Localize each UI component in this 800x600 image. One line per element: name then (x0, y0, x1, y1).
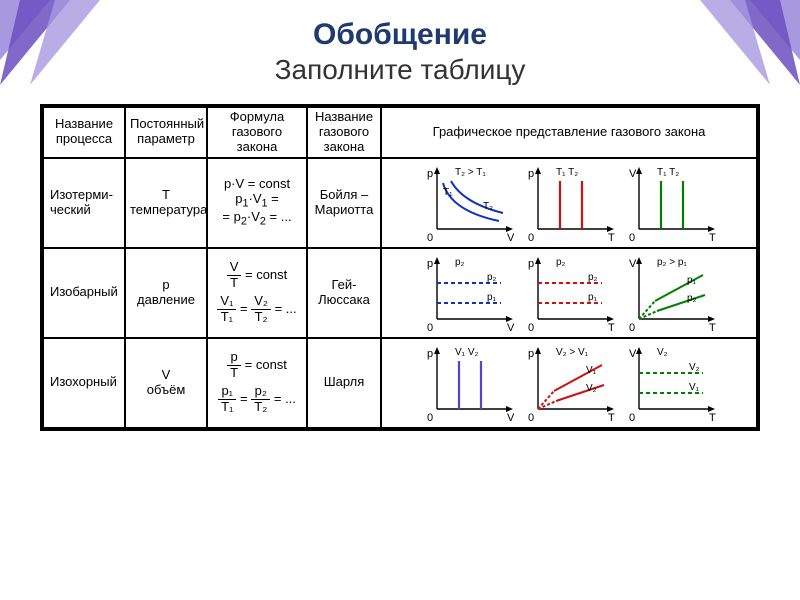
cell-graphs: pV0p₂p₁p₂pT0p₂p₁p₂VT0p₂ > p₁p₁p₂ (381, 248, 757, 338)
svg-text:V: V (507, 412, 515, 423)
svg-text:p: p (528, 168, 534, 180)
mini-graph: p T 0 T₁ T₂ (522, 163, 617, 243)
corner-decoration-tr (650, 0, 800, 100)
cell-param: Vобъём (125, 338, 207, 428)
svg-text:0: 0 (528, 232, 534, 243)
gas-laws-table: Название процесса Постоянный параметр Фо… (40, 104, 760, 431)
table-row: Изотерми-ческий Tтемпература p·V = const… (43, 158, 757, 248)
svg-text:V₁: V₁ (586, 365, 597, 376)
cell-law: Гей-Люссака (307, 248, 381, 338)
mini-graph: V T 0 p₂ > p₁p₁ p₂ (623, 253, 718, 333)
corner-decoration-tl (0, 0, 150, 100)
svg-text:0: 0 (528, 322, 534, 333)
svg-text:p₂: p₂ (455, 257, 465, 268)
mini-graph: p V 0 T₂ > T₁T₁ T₂ (421, 163, 516, 243)
svg-text:V: V (629, 168, 637, 180)
svg-text:p: p (427, 348, 433, 360)
cell-graphs: p V 0 T₂ > T₁T₁ T₂ p T 0 T₁ T₂ V T 0 T₁ T₂ (381, 158, 757, 248)
mini-graph: p V 0 V₁ V₂ (421, 343, 516, 423)
formula-frac: pT = const p₁T₁ = p₂T₂ = ... (212, 350, 302, 415)
header-param: Постоянный параметр (125, 107, 207, 158)
svg-text:T₂: T₂ (483, 201, 493, 212)
mini-graph: V T 0 V₂ V₁ V₂ (623, 343, 718, 423)
cell-law: Шарля (307, 338, 381, 428)
svg-text:V₂: V₂ (586, 383, 597, 394)
header-formula: Формула газового закона (207, 107, 307, 158)
mini-graph: p T 0 V₂ > V₁ V₁ V₂ (522, 343, 617, 423)
svg-text:0: 0 (528, 412, 534, 423)
svg-text:T: T (608, 322, 615, 333)
table-row: Изохорный Vобъём pT = const p₁T₁ = p₂T₂ … (43, 338, 757, 428)
svg-text:V₂: V₂ (657, 347, 668, 358)
svg-text:0: 0 (427, 322, 433, 333)
svg-text:p₂: p₂ (487, 272, 497, 283)
svg-text:T: T (709, 322, 716, 333)
svg-text:p₂: p₂ (588, 272, 598, 283)
cell-formula: VT = const V₁T₁ = V₂T₂ = ... (207, 248, 307, 338)
svg-text:V₂: V₂ (689, 362, 700, 373)
svg-text:0: 0 (629, 412, 635, 423)
svg-text:p₂: p₂ (687, 293, 697, 304)
mini-graph: p V 0 p₂ p₁ p₂ (421, 253, 516, 333)
header-graph: Графическое представление газового закон… (381, 107, 757, 158)
svg-text:p: p (427, 258, 433, 270)
svg-text:p₁: p₁ (588, 292, 598, 303)
header-process: Название процесса (43, 107, 125, 158)
svg-text:0: 0 (629, 232, 635, 243)
cell-formula: p·V = constp1·V1 == p2·V2 = ... (207, 158, 307, 248)
svg-text:V: V (629, 258, 637, 270)
cell-formula: pT = const p₁T₁ = p₂T₂ = ... (207, 338, 307, 428)
svg-text:V: V (629, 348, 637, 360)
table-row: Изобарный pдавление VT = const V₁T₁ = V₂… (43, 248, 757, 338)
svg-text:0: 0 (427, 412, 433, 423)
svg-text:0: 0 (427, 232, 433, 243)
mini-graph: V T 0 T₁ T₂ (623, 163, 718, 243)
svg-text:p₂ > p₁: p₂ > p₁ (657, 257, 687, 268)
cell-process: Изотерми-ческий (43, 158, 125, 248)
cell-law: Бойля –Мариотта (307, 158, 381, 248)
svg-text:V₁: V₁ (689, 382, 700, 393)
svg-text:V₂ > V₁: V₂ > V₁ (556, 347, 589, 358)
svg-text:0: 0 (629, 322, 635, 333)
svg-text:V: V (507, 232, 515, 243)
cell-param: pдавление (125, 248, 207, 338)
svg-text:T₁ T₂: T₁ T₂ (556, 167, 578, 178)
svg-text:V₁ V₂: V₁ V₂ (455, 347, 478, 358)
svg-text:T₁ T₂: T₁ T₂ (657, 167, 679, 178)
cell-process: Изохорный (43, 338, 125, 428)
svg-text:T₁: T₁ (443, 187, 453, 198)
formula-frac: VT = const V₁T₁ = V₂T₂ = ... (212, 260, 302, 325)
svg-text:T: T (608, 232, 615, 243)
cell-param: Tтемпература (125, 158, 207, 248)
svg-text:p: p (427, 168, 433, 180)
formula-text: p·V = constp1·V1 == p2·V2 = ... (212, 177, 302, 228)
svg-text:T: T (709, 412, 716, 423)
cell-graphs: p V 0 V₁ V₂ p T 0 V₂ > V₁ V₁ V₂ V T 0 V₂ V₁ V₂ (381, 338, 757, 428)
svg-text:p₂: p₂ (556, 257, 566, 268)
cell-process: Изобарный (43, 248, 125, 338)
svg-text:p₁: p₁ (487, 292, 497, 303)
svg-text:p: p (528, 348, 534, 360)
svg-text:p: p (528, 258, 534, 270)
svg-text:p₁: p₁ (687, 275, 697, 286)
mini-graph: p T 0 p₂ p₁ p₂ (522, 253, 617, 333)
svg-text:T: T (709, 232, 716, 243)
svg-text:T₂ > T₁: T₂ > T₁ (455, 167, 486, 178)
svg-text:T: T (608, 412, 615, 423)
table-header-row: Название процесса Постоянный параметр Фо… (43, 107, 757, 158)
svg-text:V: V (507, 322, 515, 333)
header-lawname: Название газового закона (307, 107, 381, 158)
